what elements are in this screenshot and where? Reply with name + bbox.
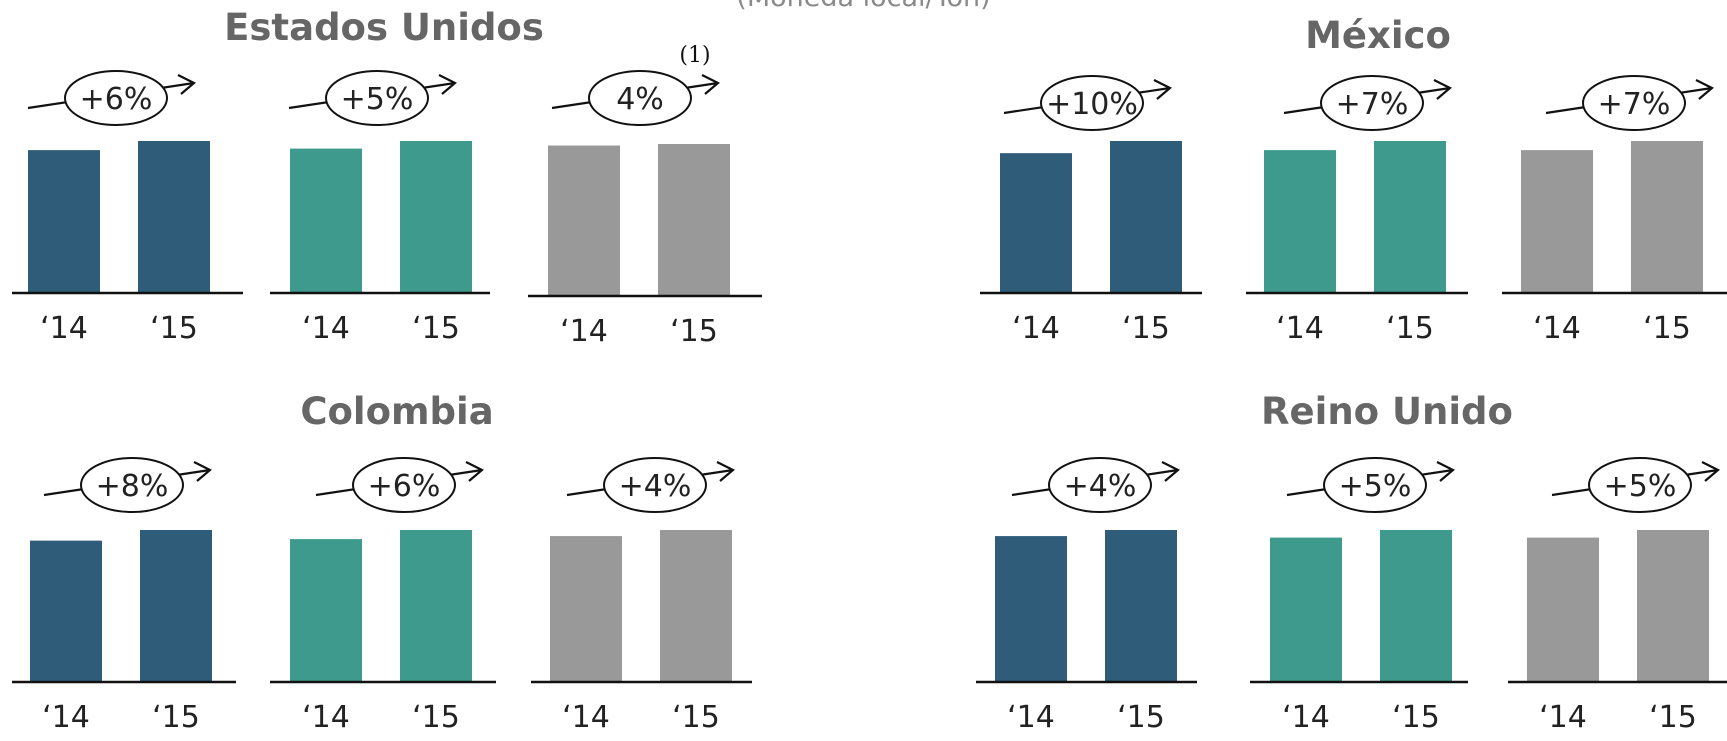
bar-1-0 [290, 148, 362, 293]
growth-label-0: +6% [80, 82, 153, 117]
tick-label-10-0: ‘14 [1282, 700, 1330, 735]
growth-label-11: +5% [1604, 469, 1677, 504]
growth-arrow-head-7 [465, 461, 484, 482]
tick-label-3-1: ‘15 [1122, 311, 1170, 346]
tick-label-6-1: ‘15 [152, 700, 200, 735]
bar-10-0 [1270, 537, 1342, 682]
tick-label-4-0: ‘14 [1276, 311, 1324, 346]
growth-badge-4 [1320, 75, 1424, 131]
growth-label-1: +5% [341, 82, 414, 117]
growth-arrow-head-2 [701, 74, 720, 95]
growth-arrow-head-8 [716, 461, 735, 482]
bar-4-0 [1264, 150, 1336, 293]
growth-arrow-head-9 [1161, 461, 1180, 482]
tick-label-5-0: ‘14 [1533, 311, 1581, 346]
title-reino-unido: Reino Unido [1261, 390, 1513, 433]
bar-1-1 [400, 141, 472, 293]
title-mexico: México [1305, 14, 1451, 57]
tick-label-8-1: ‘15 [672, 700, 720, 735]
growth-arrow-head-0 [177, 74, 196, 95]
footnote-marker-2: (1) [679, 43, 710, 68]
tick-label-9-1: ‘15 [1117, 700, 1165, 735]
tick-label-4-1: ‘15 [1386, 311, 1434, 346]
growth-label-4: +7% [1336, 87, 1409, 122]
bar-6-1 [140, 530, 212, 682]
growth-label-2: 4% [616, 82, 664, 117]
growth-arrow-head-6 [193, 461, 212, 482]
tick-label-0-0: ‘14 [40, 311, 88, 346]
bar-5-1 [1631, 141, 1703, 293]
growth-label-7: +6% [368, 469, 441, 504]
tick-label-10-1: ‘15 [1392, 700, 1440, 735]
growth-arrow-head-1 [438, 74, 457, 95]
tick-label-2-1: ‘15 [670, 314, 718, 349]
growth-arrow-head-4 [1433, 79, 1452, 100]
tick-label-5-1: ‘15 [1643, 311, 1691, 346]
bar-9-0 [995, 536, 1067, 682]
tick-label-3-0: ‘14 [1012, 311, 1060, 346]
bar-11-1 [1637, 530, 1709, 682]
tick-label-8-0: ‘14 [562, 700, 610, 735]
tick-label-2-0: ‘14 [560, 314, 608, 349]
growth-label-9: +4% [1064, 469, 1137, 504]
growth-badge-0 [64, 70, 168, 126]
bar-5-0 [1521, 150, 1593, 293]
growth-arrow-head-5 [1695, 79, 1714, 100]
growth-badge-5 [1582, 75, 1686, 131]
tick-label-9-0: ‘14 [1007, 700, 1055, 735]
tick-label-7-1: ‘15 [412, 700, 460, 735]
bar-3-0 [1000, 153, 1072, 293]
growth-label-10: +5% [1339, 469, 1412, 504]
tick-label-1-1: ‘15 [412, 311, 460, 346]
title-colombia: Colombia [300, 390, 494, 433]
title-estados-unidos: Estados Unidos [224, 6, 544, 49]
bar-11-0 [1527, 537, 1599, 682]
growth-arrow-head-3 [1153, 79, 1172, 100]
bar-7-0 [290, 539, 362, 682]
growth-arrow-head-10 [1436, 461, 1455, 482]
bar-0-0 [28, 150, 100, 293]
tick-label-7-0: ‘14 [302, 700, 350, 735]
bar-3-1 [1110, 141, 1182, 293]
tick-label-1-0: ‘14 [302, 311, 350, 346]
growth-badge-3 [1040, 75, 1144, 131]
tick-label-11-1: ‘15 [1649, 700, 1697, 735]
bar-8-1 [660, 530, 732, 682]
bar-10-1 [1380, 530, 1452, 682]
bar-2-1 [658, 144, 730, 296]
growth-badge-1 [325, 70, 429, 126]
growth-badge-8 [603, 457, 707, 513]
tick-label-0-1: ‘15 [150, 311, 198, 346]
growth-label-6: +8% [96, 469, 169, 504]
bar-7-1 [400, 530, 472, 682]
bar-0-1 [138, 141, 210, 293]
tick-label-6-0: ‘14 [42, 700, 90, 735]
growth-label-3: +10% [1046, 87, 1138, 122]
bar-2-0 [548, 145, 620, 296]
growth-badge-2 [588, 70, 692, 126]
growth-badge-7 [352, 457, 456, 513]
bar-6-0 [30, 540, 102, 682]
bar-4-1 [1374, 141, 1446, 293]
top-caption: (Moneda local/Ton) [0, 0, 1727, 13]
bar-9-1 [1105, 530, 1177, 682]
growth-badge-10 [1323, 457, 1427, 513]
growth-label-8: +4% [619, 469, 692, 504]
tick-label-11-0: ‘14 [1539, 700, 1587, 735]
bar-8-0 [550, 536, 622, 682]
growth-badge-11 [1588, 457, 1692, 513]
growth-badge-6 [80, 457, 184, 513]
growth-arrow-head-11 [1701, 461, 1720, 482]
growth-badge-9 [1048, 457, 1152, 513]
growth-label-5: +7% [1598, 87, 1671, 122]
